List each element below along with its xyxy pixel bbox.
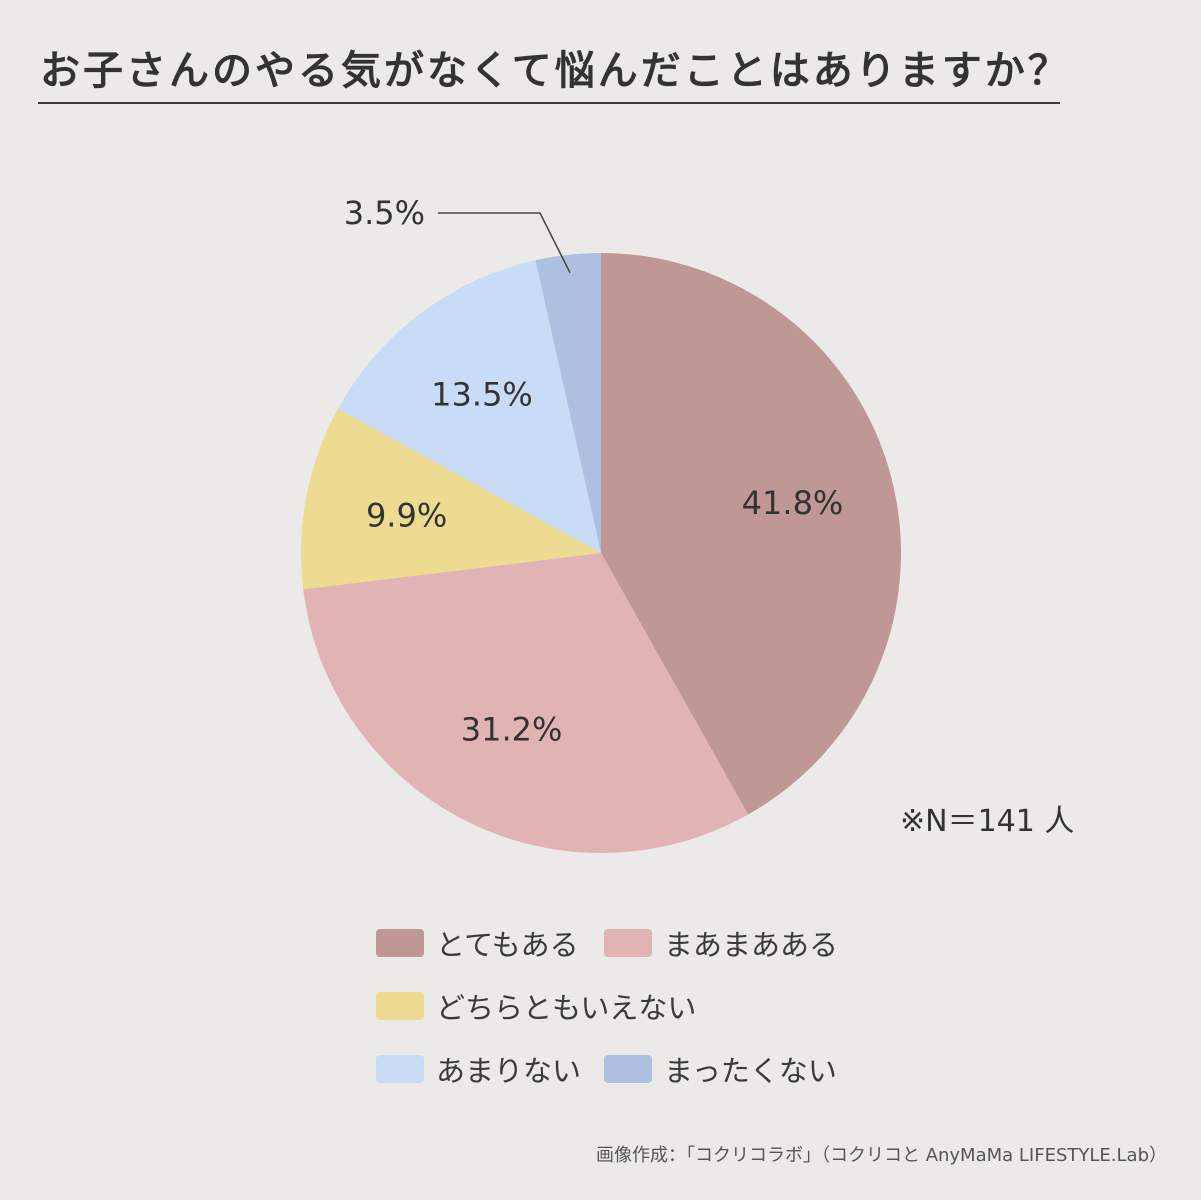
legend-label: あまりない: [436, 1054, 582, 1088]
slice-amari-nai: [337, 260, 601, 553]
slice-totemo-aru: [601, 253, 901, 815]
legend-swatch: [604, 1055, 652, 1083]
legend-swatch: [376, 929, 424, 957]
legend-swatch: [376, 1055, 424, 1083]
leader-line: [438, 212, 571, 274]
legend-item-4: あまりない: [376, 1048, 581, 1090]
legend-label: まあまあある: [664, 928, 839, 962]
label-totemo-aru: 41.8%: [742, 484, 844, 522]
legend-item-3: どちらともいえない: [376, 985, 696, 1027]
legend-label: とてもある: [436, 928, 579, 962]
label-dochira-tomo: 9.9%: [366, 497, 447, 535]
legend-label: どちらともいえない: [436, 991, 697, 1025]
label-amari-nai: 13.5%: [431, 376, 533, 414]
legend-swatch: [376, 992, 424, 1020]
slice-dochira-tomo: [301, 408, 601, 590]
chart-title: お子さんのやる気がなくて悩んだことはありますか？: [40, 48, 1071, 94]
legend-label: まったくない: [664, 1054, 837, 1088]
legend-item-2: まあまあある: [604, 922, 838, 964]
slice-maamaa-aru: [303, 553, 749, 853]
legend-item-1: とてもある: [376, 922, 579, 964]
sample-size-note: ※N＝141 人: [900, 804, 1075, 839]
slice-mattaku-nai: [535, 253, 601, 553]
label-mattaku-nai: 3.5%: [344, 194, 425, 232]
label-maamaa-aru: 31.2%: [461, 711, 563, 749]
legend-swatch: [604, 929, 652, 957]
title-underline: [38, 102, 1060, 104]
image-credit: 画像作成：「コクリコラボ」（コクリコと AnyMaMa LIFESTYLE.La…: [595, 1145, 1167, 1166]
legend-item-5: まったくない: [604, 1048, 837, 1090]
